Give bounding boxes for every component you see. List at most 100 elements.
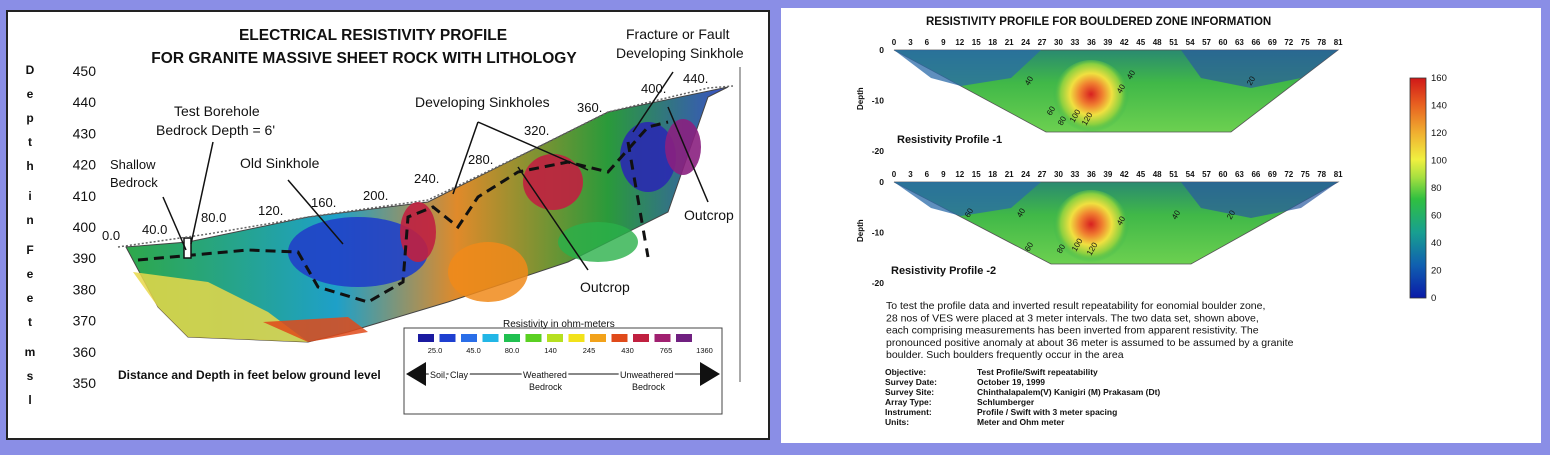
x-tick-label: 81 <box>1334 38 1343 47</box>
profile-2-x-ticks: 0 3 6 9 12 15 18 21 24 27 30 33 36 39 42 45 48 51 54 57 60 63… <box>892 170 1343 179</box>
x-tick-label: 57 <box>1202 38 1211 47</box>
x-tick-label: 36 <box>1087 170 1096 179</box>
right-chart-svg: RESISTIVITY PROFILE FOR BOULDERED ZONE I… <box>856 16 1447 427</box>
x-tick-label: 12 <box>955 170 964 179</box>
legend-value: 430 <box>621 346 634 355</box>
colorbar-tick: 160 <box>1431 73 1447 84</box>
old-sinkhole-blue <box>288 217 428 287</box>
y-axis-label-char: t <box>28 135 32 149</box>
profile-2: 0 3 6 9 12 15 18 21 24 27 30 33 36 39 42 45 48 51 54 57 60 63… <box>856 170 1343 288</box>
description-line: boulder. Such boulders frequently occur … <box>886 349 1124 361</box>
info-label: Units: <box>885 417 909 427</box>
surface-distance-label: 400. <box>641 81 666 96</box>
legend-value: 80.0 <box>505 346 520 355</box>
x-tick-label: 51 <box>1169 170 1178 179</box>
profile-2-blue-left <box>894 182 1041 216</box>
legend-swatch <box>633 334 649 342</box>
colorbar-ticks: 160 140 120 100 80 60 40 20 0 <box>1431 73 1447 304</box>
x-tick-label: 42 <box>1120 38 1129 47</box>
x-tick-label: 39 <box>1103 38 1112 47</box>
description-line: 28 nos of VES were placed at 3 meter int… <box>886 312 1259 324</box>
colorbar-tick: 100 <box>1431 156 1447 167</box>
x-tick-label: 48 <box>1153 170 1162 179</box>
colorbar-tick: 80 <box>1431 183 1442 194</box>
x-tick-label: 48 <box>1153 38 1162 47</box>
legend-swatch <box>590 334 606 342</box>
info-label: Survey Site: <box>885 387 934 397</box>
profile-2-label: Resistivity Profile -2 <box>891 265 996 277</box>
x-tick-label: 63 <box>1235 38 1244 47</box>
x-tick-label: 45 <box>1136 38 1145 47</box>
surface-distance-label: 280. <box>468 152 493 167</box>
y-tick-label: 440 <box>73 94 97 110</box>
x-tick-label: 6 <box>925 170 930 179</box>
bottom-yellow-zone <box>133 272 308 342</box>
x-tick-label: 81 <box>1334 170 1343 179</box>
y-axis-label-char: p <box>26 111 33 125</box>
x-tick-label: 27 <box>1038 38 1047 47</box>
annotation-outcrop-right: Outcrop <box>684 207 734 223</box>
legend-value: 25.0 <box>428 346 443 355</box>
pointer-borehole <box>190 141 214 245</box>
bedrock-boundary <box>137 120 669 304</box>
legend-swatch <box>461 334 477 342</box>
bottom-red-zone <box>263 317 368 342</box>
x-tick-label: 45 <box>1136 170 1145 179</box>
y-axis-label-char: h <box>26 159 33 173</box>
y-tick-label: 420 <box>73 157 97 173</box>
x-tick-label: 57 <box>1202 170 1211 179</box>
x-tick-label: 60 <box>1219 170 1228 179</box>
x-tick-label: 33 <box>1070 38 1079 47</box>
profile-1-anomaly <box>1053 60 1129 136</box>
pointer-shallow <box>162 196 187 251</box>
x-tick-label: 30 <box>1054 170 1063 179</box>
legend-value: 45.0 <box>466 346 481 355</box>
legend-value: 1360 <box>696 346 713 355</box>
legend-swatch <box>504 334 520 342</box>
x-tick-label: 21 <box>1005 38 1014 47</box>
legend-arrow-left <box>406 362 426 386</box>
y-tick-label: 400 <box>73 219 97 235</box>
x-tick-label: 18 <box>988 38 997 47</box>
y-axis-label-char: F <box>26 243 33 257</box>
right-chart-panel: RESISTIVITY PROFILE FOR BOULDERED ZONE I… <box>781 8 1541 443</box>
y-tick-label: -10 <box>872 228 885 238</box>
colorbar: 160 140 120 100 80 60 40 20 0 <box>1409 73 1447 304</box>
y-axis-label-char: e <box>27 267 34 281</box>
annotation-shallow-1: Shallow <box>110 157 156 172</box>
info-value: October 19, 1999 <box>977 377 1045 387</box>
colorbar-tick: 120 <box>1431 128 1447 139</box>
profile-2-y-ticks: 0 -10 -20 <box>872 177 885 288</box>
legend-swatch <box>439 334 456 342</box>
pointer-fault <box>632 71 674 133</box>
y-axis-label-char: t <box>28 315 32 329</box>
legend-swatch <box>547 334 563 342</box>
legend-soil: Soil, Clay <box>430 370 469 380</box>
annotation-old-sinkhole: Old Sinkhole <box>240 155 320 171</box>
info-label: Survey Date: <box>885 377 937 387</box>
y-tick-label: 380 <box>73 281 97 297</box>
fault-anomaly <box>620 122 676 192</box>
annotation-borehole-1: Test Borehole <box>174 103 260 119</box>
legend: Resistivity in ohm-meters 25.0 45.0 80.0 14… <box>403 319 723 415</box>
x-tick-label: 69 <box>1268 38 1277 47</box>
x-tick-label: 24 <box>1021 38 1030 47</box>
info-value: Meter and Ohm meter <box>977 417 1065 427</box>
info-value: Profile / Swift with 3 meter spacing <box>977 407 1117 417</box>
profile-2-y-label: Depth <box>856 219 865 242</box>
legend-swatch <box>525 334 542 342</box>
info-value: Chinthalapalem(V) Kanigiri (M) Prakasam … <box>977 387 1160 397</box>
x-tick-label: 9 <box>941 38 946 47</box>
legend-swatch <box>568 334 585 342</box>
x-axis-label: Distance and Depth in feet below ground … <box>118 368 381 382</box>
surface-distance-label: 200. <box>363 188 388 203</box>
x-tick-label: 75 <box>1301 38 1310 47</box>
colorbar-tick: 0 <box>1431 293 1436 304</box>
y-tick-label: 370 <box>73 313 97 329</box>
fault-line <box>626 141 650 258</box>
y-tick-label: 430 <box>73 125 97 141</box>
left-title-2: FOR GRANITE MASSIVE SHEET ROCK WITH LITH… <box>151 50 577 67</box>
x-tick-label: 0 <box>892 170 897 179</box>
legend-values: 25.0 45.0 80.0 140 245 430 765 1360 <box>428 346 713 355</box>
x-tick-label: 24 <box>1021 170 1030 179</box>
